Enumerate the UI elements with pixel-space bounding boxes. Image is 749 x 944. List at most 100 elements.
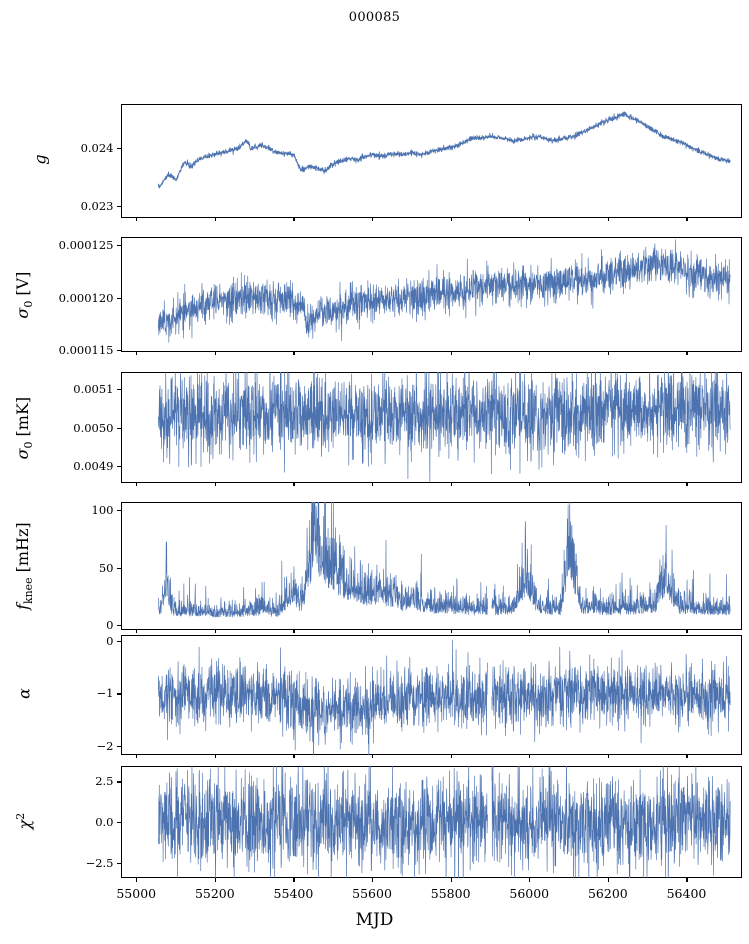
data-line <box>157 502 488 618</box>
x-tick-label: 56400 <box>666 886 707 901</box>
x-tick-mark-minor <box>214 218 216 221</box>
x-tick-mark-minor <box>214 630 216 633</box>
x-tick-mark-minor <box>293 218 295 221</box>
y-axis-label-2: σ0 [mK] <box>12 396 36 459</box>
x-tick-label: 55200 <box>194 886 235 901</box>
series-plot <box>157 239 731 343</box>
series-plot <box>157 502 731 618</box>
x-tick-mark-minor <box>136 630 138 633</box>
x-tick-mark-minor <box>686 483 688 486</box>
x-tick-mark-minor <box>529 483 531 486</box>
y-tick-label: 50 <box>98 560 114 575</box>
x-tick-mark-minor <box>686 630 688 633</box>
x-tick-mark-minor <box>529 630 531 633</box>
y-tick-label: 0 <box>106 618 114 633</box>
x-tick-mark <box>607 878 609 882</box>
x-tick-mark-minor <box>372 218 374 221</box>
x-tick-label: 55800 <box>430 886 471 901</box>
y-tick-mark <box>116 567 121 569</box>
x-tick-mark-minor <box>214 483 216 486</box>
x-tick-label: 55000 <box>116 886 157 901</box>
x-axis-label: MJD <box>355 910 394 930</box>
y-tick-mark <box>116 745 121 747</box>
y-tick-label: 0.0049 <box>73 458 114 473</box>
x-tick-mark-minor <box>450 218 452 221</box>
y-tick-mark <box>116 822 121 824</box>
x-tick-mark-minor <box>136 483 138 486</box>
x-tick-mark-minor <box>214 352 216 355</box>
x-tick-label: 55400 <box>273 886 314 901</box>
x-tick-label: 55600 <box>352 886 392 901</box>
x-tick-label: 56200 <box>587 886 628 901</box>
x-tick-mark-minor <box>686 755 688 758</box>
series-plot <box>157 372 731 482</box>
y-tick-label: 0.000125 <box>58 238 114 253</box>
x-tick-mark-minor <box>607 755 609 758</box>
x-tick-mark-minor <box>450 755 452 758</box>
y-tick-mark <box>116 389 121 391</box>
x-tick-label: 56000 <box>509 886 550 901</box>
figure-title: 000085 <box>348 10 401 25</box>
series-plot <box>157 766 731 878</box>
y-tick-label: 0.024 <box>80 140 114 155</box>
x-tick-mark-minor <box>136 755 138 758</box>
data-line <box>157 111 731 189</box>
x-tick-mark-minor <box>450 483 452 486</box>
data-line <box>157 766 488 878</box>
y-tick-mark <box>116 781 121 783</box>
y-tick-label: 0.0 <box>95 815 114 829</box>
y-tick-mark <box>116 349 121 351</box>
x-tick-mark-minor <box>293 352 295 355</box>
y-tick-label: −2 <box>96 738 114 753</box>
y-tick-mark <box>116 510 121 512</box>
y-tick-mark <box>116 862 121 864</box>
data-line <box>491 646 731 744</box>
y-tick-label: −1 <box>96 686 114 701</box>
x-tick-mark-minor <box>293 755 295 758</box>
x-tick-mark-minor <box>214 755 216 758</box>
x-tick-mark-minor <box>607 218 609 221</box>
panel-frame <box>120 104 742 218</box>
x-tick-mark <box>214 878 216 882</box>
y-tick-label: 0.000120 <box>58 290 114 305</box>
y-axis-label-1: σ0 [V] <box>12 271 36 319</box>
x-tick-mark <box>372 878 374 882</box>
y-tick-label: 0 <box>106 634 114 649</box>
x-tick-mark-minor <box>372 630 374 633</box>
y-tick-label: 2.5 <box>95 774 114 789</box>
y-tick-label: 0.023 <box>80 199 114 214</box>
plot-panel-1 <box>120 237 742 352</box>
x-tick-mark-minor <box>529 755 531 758</box>
y-tick-mark <box>116 427 121 429</box>
x-tick-mark-minor <box>529 352 531 355</box>
data-line <box>157 372 731 482</box>
data-line <box>491 766 731 878</box>
plot-panel-2 <box>120 372 742 483</box>
series-plot <box>157 639 731 755</box>
x-tick-mark-minor <box>686 352 688 355</box>
x-tick-mark-minor <box>293 483 295 486</box>
x-tick-mark-minor <box>372 352 374 355</box>
y-tick-label: 100 <box>91 503 114 518</box>
x-tick-mark-minor <box>607 630 609 633</box>
y-axis-label-0: g <box>30 154 50 165</box>
x-tick-mark <box>686 878 688 882</box>
y-tick-label: −2.5 <box>85 855 114 870</box>
plot-panel-0 <box>120 104 742 218</box>
x-tick-mark-minor <box>372 755 374 758</box>
x-tick-mark-minor <box>686 218 688 221</box>
y-tick-mark <box>116 245 121 247</box>
y-tick-label: 0.0050 <box>73 420 114 435</box>
x-tick-mark-minor <box>607 352 609 355</box>
y-tick-mark <box>116 641 121 643</box>
x-tick-mark <box>450 878 452 882</box>
y-tick-mark <box>116 206 121 208</box>
y-axis-label-5: χ2 <box>13 812 35 830</box>
series-plot <box>157 111 731 189</box>
data-line <box>491 502 731 616</box>
x-tick-mark-minor <box>293 630 295 633</box>
x-tick-mark-minor <box>372 483 374 486</box>
x-tick-mark <box>293 878 295 882</box>
y-tick-label: 0.000115 <box>58 342 114 357</box>
